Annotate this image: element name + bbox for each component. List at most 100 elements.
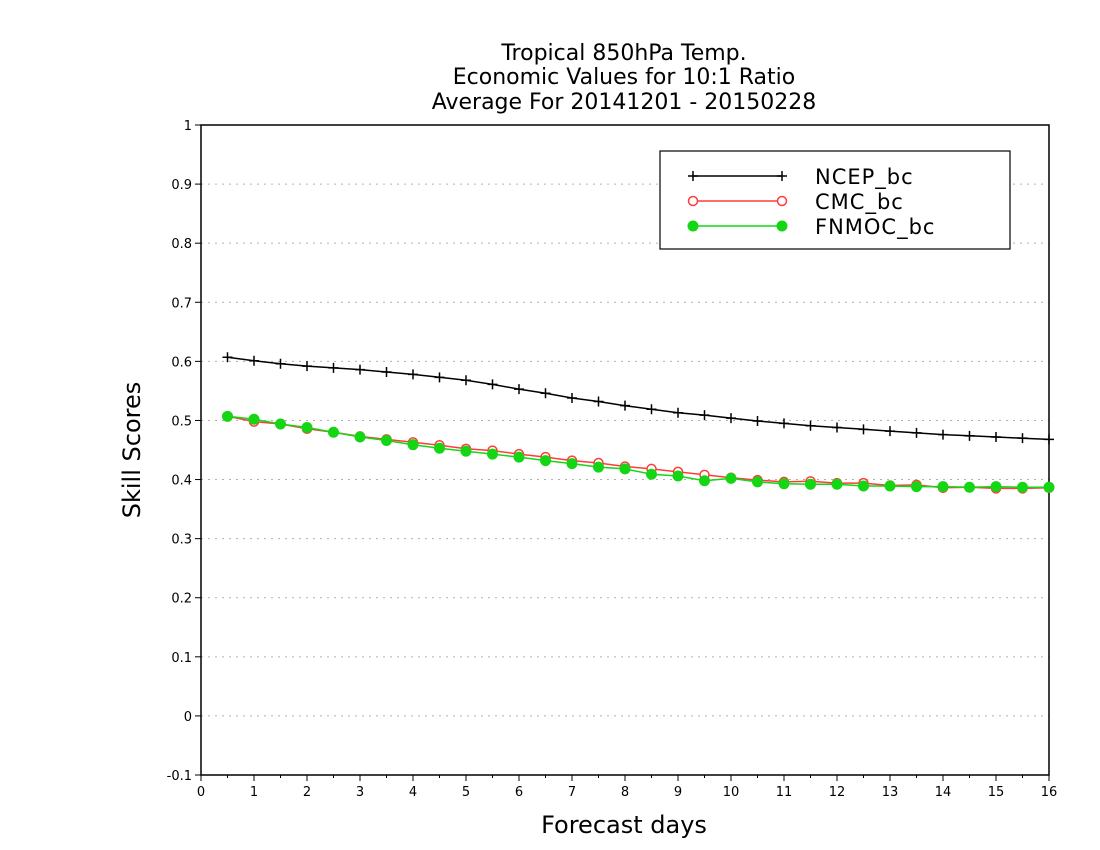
data-point [725,472,737,484]
data-point [885,426,895,437]
y-tick-label: 0.6 [171,355,192,370]
data-point [620,400,630,411]
data-point [619,463,631,475]
legend-item-NCEP_bc: NCEP_bc [688,165,914,190]
data-point [991,432,1001,442]
legend-marker [687,220,699,232]
data-point [566,458,578,470]
x-axis: 0 1 2 3 4 5 6 7 8 9 10 11 12 13 14 15 16 [197,775,1057,800]
x-axis-label: Forecast days [541,811,707,839]
data-point [248,413,260,425]
grid [201,183,1049,717]
data-point [487,448,498,460]
legend-marker [776,195,788,207]
data-point [513,451,525,463]
data-point [1044,434,1054,445]
x-tick-label: 3 [356,785,364,800]
data-point [540,455,551,467]
data-point [752,476,763,488]
x-tick-label: 14 [935,785,952,800]
x-tick-label: 0 [197,785,205,800]
data-point [1017,481,1028,493]
legend-label: CMC_bc [815,190,904,215]
data-point [222,352,233,363]
series-FNMOC_bc [222,410,1055,493]
data-point [699,475,710,487]
data-point [328,426,339,438]
legend-item-FNMOC_bc: FNMOC_bc [687,215,935,240]
x-tick-label: 9 [674,785,682,800]
data-point [990,481,1002,493]
data-point [381,435,392,447]
data-point [1017,433,1028,444]
data-point [275,418,286,430]
data-point [328,362,339,373]
series-CMC_bc [222,411,1055,494]
x-tick-label: 15 [988,785,1005,800]
legend-box [659,150,1011,250]
data-point [487,379,498,390]
series-line [227,415,1049,488]
y-tick-label: 0.7 [171,296,192,311]
series-NCEP_bc [222,352,1054,445]
y-tick-label: 0.2 [171,592,192,607]
legend-marker [776,220,788,232]
series [222,352,1055,494]
y-tick-label: -0.1 [167,769,192,784]
data-point [381,367,392,377]
y-axis-label: Skill Scores [118,382,146,519]
data-point [567,393,577,403]
y-axis: -0.1 0 0.1 0.2 0.3 0.4 0.5 0.6 0.7 0.8 0.9 1 [167,119,201,784]
legend-marker [688,171,698,181]
data-point [805,478,816,490]
chart-title-line-1: Tropical 850hPa Temp. [500,41,746,66]
x-tick-label: 13 [882,785,899,800]
data-point [964,481,975,493]
data-point [514,384,524,395]
data-point [832,422,842,433]
data-point [911,481,922,493]
data-point [911,427,922,438]
data-point [646,404,657,415]
data-point [222,410,233,422]
data-point [301,422,313,434]
chart-title: Tropical 850hPa Temp. Economic Values fo… [432,41,817,115]
data-point [778,478,790,490]
x-tick-label: 7 [568,785,576,800]
data-point [461,375,471,386]
x-tick-label: 1 [250,785,258,800]
x-tick-label: 8 [621,785,629,800]
legend-label: FNMOC_bc [815,215,935,240]
legend-marker [687,195,699,207]
data-point [646,468,657,480]
data-point [884,480,896,492]
data-point [355,364,365,375]
chart-title-line-2: Economic Values for 10:1 Ratio [453,65,795,90]
data-point [699,410,710,421]
chart-title-line-3: Average For 20141201 - 20150228 [432,90,817,115]
data-point [938,429,948,440]
data-point [407,439,419,451]
data-point [752,416,763,427]
legend-marker [777,171,787,181]
x-tick-label: 2 [303,785,311,800]
y-tick-label: 0.9 [171,178,192,193]
x-tick-label: 6 [515,785,523,800]
series-line [227,356,1050,441]
data-point [540,388,551,399]
x-tick-label: 10 [723,785,740,800]
data-point [937,481,949,493]
data-point [672,470,684,482]
y-tick-label: 0.1 [171,651,192,666]
x-tick-label: 16 [1041,785,1058,800]
y-tick-label: 0.4 [171,474,192,489]
data-point [858,480,869,492]
data-point [275,358,286,369]
legend-label: NCEP_bc [815,165,914,190]
x-tick-label: 4 [409,785,417,800]
data-point [858,424,869,435]
y-tick-label: 0.8 [171,237,192,252]
data-point [434,442,445,454]
